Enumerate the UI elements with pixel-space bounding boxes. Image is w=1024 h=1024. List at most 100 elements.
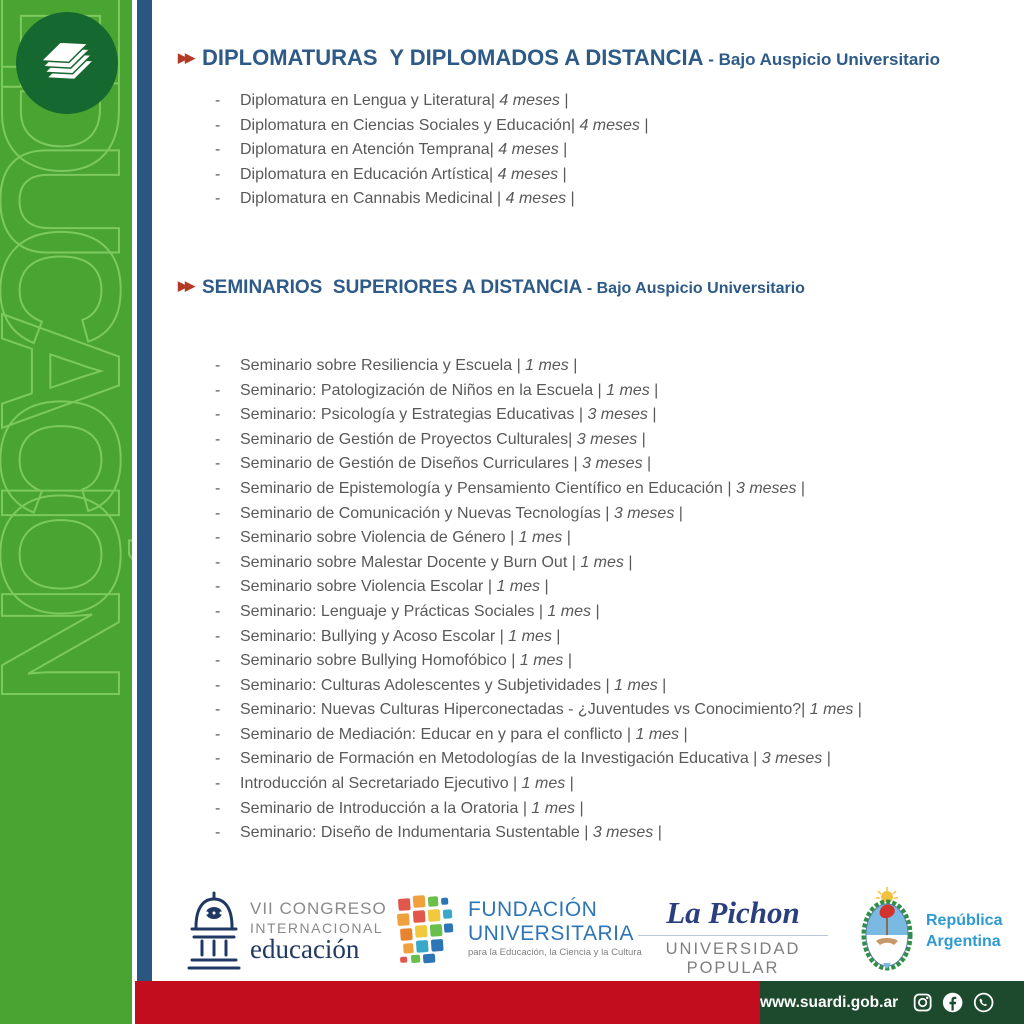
course-list-item: - Seminario sobre Malestar Docente y Bur… [178, 551, 1016, 576]
section-title-diplomaturas: ▶▶ DIPLOMATURAS Y DIPLOMADOS A DISTANCIA … [178, 44, 1016, 74]
course-list-item: - Seminario: Nuevas Culturas Hiperconect… [178, 698, 1016, 723]
course-list-item: - Seminario de Mediación: Educar en y pa… [178, 723, 1016, 748]
la-pichon-title: La Pichon [638, 895, 828, 936]
course-duration: 1 mes [521, 775, 566, 793]
course-text: Seminario de Epistemología y Pensamiento… [240, 479, 806, 497]
dash-marker: - [215, 141, 221, 159]
footer-logos: VII CONGRESO INTERNACIONAL educación [152, 885, 1024, 980]
argentina-line2: Argentina [926, 933, 1001, 950]
dash-marker: - [215, 676, 221, 694]
education-sidebar: EDUCACIÓN [0, 0, 132, 1024]
course-list-item: - Seminario: Bullying y Acoso Escolar | … [178, 625, 1016, 650]
course-list-item: - Diplomatura en Lengua y Literatura| 4 … [178, 89, 1016, 114]
course-list-item: - Seminario: Culturas Adolescentes y Sub… [178, 674, 1016, 699]
website-url[interactable]: www.suardi.gob.ar [760, 993, 899, 1011]
education-watermark-text: EDUCACIÓN [0, 0, 132, 668]
course-list-item: - Introducción al Secretariado Ejecutivo… [178, 772, 1016, 797]
course-text: Seminario de Gestión de Diseños Curricul… [240, 455, 652, 473]
instagram-icon[interactable] [912, 991, 933, 1014]
congress-logo-text: VII CONGRESO INTERNACIONAL educación [250, 900, 387, 963]
course-list-item: - Seminario de Gestión de Proyectos Cult… [178, 428, 1016, 453]
course-text: Seminario de Formación en Metodologías d… [240, 750, 831, 768]
course-text: Seminario: Culturas Adolescentes y Subje… [240, 676, 667, 694]
whatsapp-icon[interactable] [973, 991, 994, 1014]
course-duration: 3 meses [735, 479, 797, 497]
section-title-seminarios: ▶▶ SEMINARIOS SUPERIORES A DISTANCIA - Ba… [178, 274, 1016, 301]
course-list-item: - Diplomatura en Educación Artística| 4 … [178, 163, 1016, 188]
course-text: Seminario: Diseño de Indumentaria Susten… [240, 824, 662, 842]
course-duration: 1 mes [518, 529, 563, 547]
course-text: Seminario: Nuevas Culturas Hiperconectad… [240, 701, 862, 719]
course-text: Seminario: Psicología y Estrategias Educ… [240, 406, 657, 424]
dash-marker: - [215, 799, 221, 817]
course-duration: 1 mes [531, 799, 575, 817]
republica-argentina-logo: República Argentina [858, 885, 1002, 977]
course-text: Seminario sobre Resiliencia y Escuela | … [240, 356, 578, 374]
course-duration: 4 meses [579, 116, 640, 134]
course-duration: 1 mes [635, 725, 680, 743]
congress-line1: VII CONGRESO [250, 898, 387, 918]
section-title-suffix: - Bajo Auspicio Universitario [703, 50, 941, 69]
course-duration: 3 meses [582, 455, 643, 473]
argentina-line1: República [926, 912, 1003, 929]
dash-marker: - [215, 165, 221, 183]
course-text: Seminario sobre Violencia Escolar | 1 me… [240, 578, 549, 596]
dash-marker: - [215, 479, 221, 497]
course-duration: 3 meses [576, 430, 638, 448]
divider-stripe [137, 0, 152, 981]
course-duration: 1 mes [496, 578, 541, 596]
section-title-text: DIPLOMATURAS Y DIPLOMADOS A DISTANCIA [202, 45, 704, 70]
course-duration: 4 meses [497, 165, 559, 183]
course-duration: 1 mes [519, 652, 564, 670]
course-list-item: - Seminario de Formación en Metodologías… [178, 747, 1016, 772]
argentina-coat-of-arms-icon [861, 887, 913, 971]
course-duration: 3 meses [592, 824, 654, 842]
double-arrow-icon: ▶▶ [178, 50, 195, 65]
course-text: Seminario sobre Bullying Homofóbico | 1 … [240, 652, 573, 670]
course-list-item: - Diplomatura en Atención Temprana| 4 me… [178, 138, 1016, 163]
course-list-item: - Seminario de Introducción a la Oratori… [178, 797, 1016, 822]
course-text: Diplomatura en Lengua y Literatura| 4 me… [240, 92, 569, 109]
la-pichon-logo: La Pichon UNIVERSIDAD POPULAR [638, 895, 828, 978]
course-duration: 1 mes [547, 602, 591, 620]
course-list-item: - Seminario de Gestión de Diseños Curric… [178, 452, 1016, 477]
fundacion-logo-text: FUNDACIÓN UNIVERSITARIA para la Educació… [468, 899, 642, 958]
la-pichon-subtitle: UNIVERSIDAD POPULAR [665, 940, 801, 977]
course-text: Diplomatura en Atención Temprana| 4 mese… [240, 141, 568, 159]
seminarios-list: - Seminario sobre Resiliencia y Escuela … [178, 354, 1016, 846]
dash-marker: - [215, 356, 221, 374]
course-list-item: - Seminario: Diseño de Indumentaria Sust… [178, 821, 1016, 846]
course-duration: 4 meses [498, 141, 559, 159]
course-list-item: - Seminario de Comunicación y Nuevas Tec… [178, 502, 1016, 527]
dash-marker: - [215, 750, 221, 768]
course-list-item: - Diplomatura en Cannabis Medicinal | 4 … [178, 187, 1016, 212]
dash-marker: - [215, 725, 221, 743]
bottom-bar-green-segment: www.suardi.gob.ar [760, 981, 1024, 1024]
dash-marker: - [215, 116, 221, 134]
course-list-item: - Seminario: Lenguaje y Prácticas Social… [178, 600, 1016, 625]
course-list-item: - Seminario sobre Resiliencia y Escuela … [178, 354, 1016, 379]
course-text: Seminario: Lenguaje y Prácticas Sociales… [240, 602, 600, 620]
dash-marker: - [215, 824, 221, 842]
books-icon [39, 41, 96, 81]
dash-marker: - [215, 578, 221, 596]
main-content: ▶▶ DIPLOMATURAS Y DIPLOMADOS A DISTANCIA … [178, 0, 1016, 846]
course-text: Seminario sobre Malestar Docente y Burn … [240, 553, 633, 571]
fundacion-line1: FUNDACIÓN [468, 897, 598, 921]
double-arrow-icon: ▶▶ [178, 277, 195, 293]
facebook-icon[interactable] [942, 991, 963, 1014]
course-list-item: - Seminario: Patologización de Niños en … [178, 379, 1016, 404]
dash-marker: - [215, 92, 221, 109]
dash-marker: - [215, 406, 221, 424]
course-text: Seminario sobre Violencia de Género | 1 … [240, 529, 571, 547]
course-duration: 4 meses [499, 92, 560, 109]
course-text: Seminario: Patologización de Niños en la… [240, 381, 659, 399]
congress-line2: INTERNACIONAL [250, 919, 384, 936]
course-duration: 1 mes [606, 381, 650, 399]
course-duration: 1 mes [508, 627, 552, 645]
course-text: Seminario: Bullying y Acoso Escolar | 1 … [240, 627, 561, 645]
course-list-item: - Seminario de Epistemología y Pensamien… [178, 477, 1016, 502]
course-duration: 3 meses [587, 406, 648, 424]
dash-marker: - [215, 553, 221, 571]
